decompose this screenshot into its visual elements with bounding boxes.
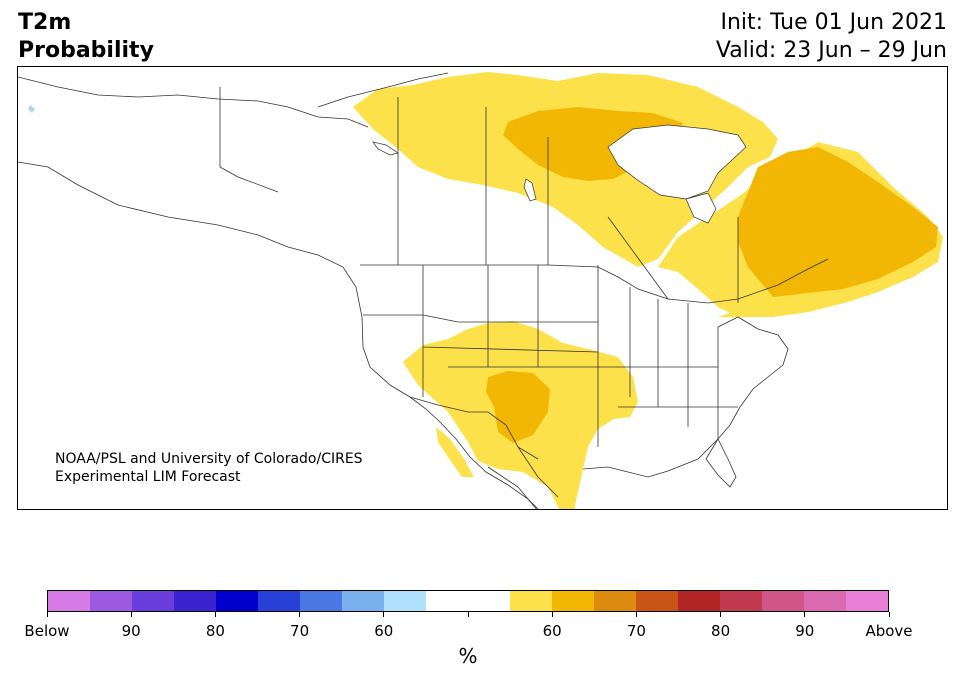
colorbar-tick-labels: Below 90 80 70 60 60 70 80 90 Above <box>24 622 912 640</box>
colorbar-tick <box>888 612 890 617</box>
colorbar-tick-label: 80 <box>205 622 225 640</box>
colorbar-ticks <box>46 612 890 618</box>
texas-core <box>486 371 550 443</box>
colorbar-tick <box>46 612 48 617</box>
forecast-map <box>17 66 948 510</box>
state-lines-west <box>363 265 618 397</box>
colorbar-segment <box>48 591 90 611</box>
east-coast <box>582 316 789 478</box>
colorbar-segment <box>90 591 132 611</box>
colorbar-segment <box>132 591 174 611</box>
colorbar-tick <box>383 612 385 617</box>
colorbar-tick <box>551 612 553 617</box>
alaska-small-patch <box>28 105 35 113</box>
colorbar-segment <box>342 591 384 611</box>
state-lines-east <box>597 265 738 447</box>
province-lines <box>397 97 739 303</box>
baja-shade <box>436 427 474 477</box>
colorbar-tick <box>130 612 132 617</box>
colorbar-tick-label: 90 <box>121 622 141 640</box>
prob-above-60-70 <box>486 107 938 443</box>
mexico-interior <box>487 446 559 509</box>
credit-line-1: NOAA/PSL and University of Colorado/CIRE… <box>55 451 363 467</box>
alaska-canada-border <box>219 87 279 193</box>
colorbar-tick-label: 60 <box>374 622 394 640</box>
init-date: Init: Tue 01 Jun 2021 <box>720 10 948 35</box>
colorbar-tick-label: 80 <box>711 622 731 640</box>
colorbar-segment <box>678 591 720 611</box>
colorbar-segment <box>426 591 468 611</box>
variable-label: T2m <box>18 10 72 35</box>
colorbar-segment <box>846 591 888 611</box>
colorbar-segment <box>174 591 216 611</box>
colorbar-segment <box>762 591 804 611</box>
product-label: Probability <box>18 38 154 63</box>
colorbar-tick-label: Below <box>24 622 70 640</box>
florida <box>705 438 737 488</box>
date-block: Init: Tue 01 Jun 2021 Valid: 23 Jun – 29… <box>716 9 947 65</box>
colorbar-segment <box>510 591 552 611</box>
colorbar-tick-label: Above <box>865 622 913 640</box>
colorbar-tick <box>299 612 301 617</box>
colorbar-segment <box>258 591 300 611</box>
colorbar-segment <box>468 591 510 611</box>
colorbar-segment <box>216 591 258 611</box>
colorbar-segment <box>720 591 762 611</box>
colorbar-segment <box>804 591 846 611</box>
colorbar-segment <box>384 591 426 611</box>
title-block: T2m Probability <box>18 9 154 65</box>
great-slave-lake <box>372 141 399 156</box>
colorbar <box>47 590 889 612</box>
credit-line-2: Experimental LIM Forecast <box>55 469 241 485</box>
colorbar-tick <box>635 612 637 617</box>
quebec-core <box>738 147 938 297</box>
colorbar-tick <box>214 612 216 617</box>
us-canada-border <box>360 258 829 304</box>
colorbar-tick <box>804 612 806 617</box>
colorbar-unit: % <box>458 644 478 668</box>
lake-winnipeg <box>523 178 537 202</box>
james-bay <box>685 192 717 224</box>
colorbar-segment <box>552 591 594 611</box>
prob-below-55-60 <box>28 105 35 113</box>
borders <box>18 72 829 509</box>
colorbar-segment <box>594 591 636 611</box>
credit-text: NOAA/PSL and University of Colorado/CIRE… <box>55 450 363 486</box>
west-coast <box>18 161 539 509</box>
alaska-north <box>18 76 369 128</box>
hudson-bay <box>607 124 747 200</box>
colorbar-tick-label: 70 <box>290 622 310 640</box>
colorbar-segment <box>300 591 342 611</box>
colorbar-segment <box>636 591 678 611</box>
map-svg <box>18 72 943 509</box>
valid-range: Valid: 23 Jun – 29 Jun <box>715 38 947 63</box>
arctic-islands <box>317 72 449 108</box>
colorbar-tick <box>467 612 469 617</box>
colorbar-tick-label: 90 <box>795 622 815 640</box>
colorbar-tick-label: 70 <box>626 622 646 640</box>
water-bodies <box>372 124 747 224</box>
colorbar-tick-label: 60 <box>542 622 562 640</box>
colorbar-tick <box>720 612 722 617</box>
